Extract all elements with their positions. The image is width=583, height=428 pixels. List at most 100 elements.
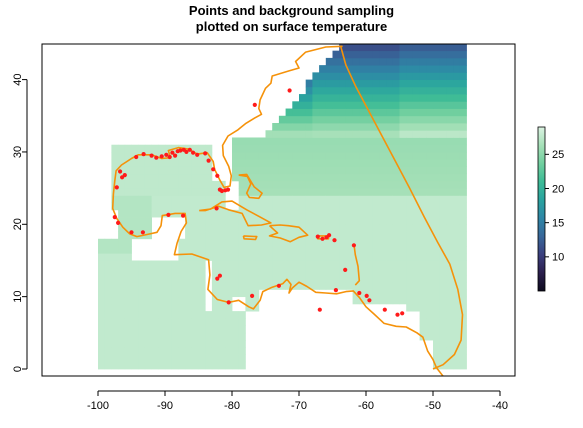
raster-cell [278, 231, 286, 240]
sample-point [203, 151, 208, 156]
raster-cell [352, 282, 360, 290]
raster-cell [232, 246, 240, 254]
raster-cell [426, 311, 434, 319]
raster-cell [339, 180, 347, 189]
raster-cell [171, 188, 179, 196]
raster-cell [131, 260, 139, 269]
raster-cell [412, 238, 420, 247]
sample-point [395, 312, 400, 317]
raster-cell [392, 44, 400, 52]
raster-cell [366, 151, 374, 160]
raster-cell [352, 267, 360, 276]
raster-cell [359, 166, 367, 175]
raster-cell [245, 238, 253, 247]
raster-cell [406, 101, 414, 109]
raster-cell [325, 195, 333, 203]
raster-cell [325, 173, 333, 182]
raster-cell [446, 151, 454, 160]
raster-cell [426, 173, 434, 182]
raster-cell [124, 289, 132, 298]
raster-cell [359, 50, 367, 59]
raster-cell [453, 72, 461, 81]
raster-cell [151, 347, 159, 355]
sample-point [149, 153, 154, 158]
raster-cell [245, 188, 253, 196]
raster-cell [332, 274, 340, 283]
raster-cell [345, 195, 353, 203]
raster-cell [185, 224, 193, 232]
raster-cell [392, 188, 400, 196]
raster-cell [111, 253, 119, 261]
raster-cell [406, 144, 414, 153]
raster-cell [312, 195, 320, 203]
raster-cell [292, 180, 300, 189]
raster-cell [185, 260, 193, 269]
raster-cell [426, 238, 434, 247]
raster-cell [124, 361, 132, 370]
raster-cell [111, 303, 119, 312]
raster-cell [118, 289, 126, 298]
raster-cell [379, 180, 387, 189]
raster-cell [366, 195, 374, 203]
raster-cell [439, 130, 447, 138]
raster-cell [245, 202, 253, 211]
raster-cell [319, 130, 327, 138]
raster-cell [332, 282, 340, 290]
raster-cell [158, 289, 166, 298]
raster-cell [453, 86, 461, 95]
raster-cell [439, 79, 447, 88]
raster-cell [339, 159, 347, 167]
raster-cell [178, 296, 186, 305]
raster-cell [459, 303, 467, 312]
raster-cell [406, 195, 414, 203]
raster-cell [372, 188, 380, 196]
raster-cell [178, 318, 186, 326]
sample-point [191, 150, 196, 155]
raster-cell [392, 209, 400, 218]
raster-cell [319, 224, 327, 232]
raster-cell [144, 217, 152, 225]
sample-point [134, 154, 139, 160]
raster-cell [359, 217, 367, 225]
raster-cell [258, 282, 266, 290]
raster-cell [399, 289, 407, 298]
raster-cell [232, 340, 240, 348]
raster-cell [345, 224, 353, 232]
raster-cell [292, 101, 300, 109]
raster-cell [171, 260, 179, 269]
raster-cell [386, 166, 394, 175]
raster-cell [138, 159, 146, 167]
raster-cell [151, 332, 159, 341]
raster-cell [292, 209, 300, 218]
raster-cell [118, 144, 126, 153]
raster-cell [205, 224, 213, 232]
raster-cell [372, 65, 380, 73]
raster-cell [459, 224, 467, 232]
raster-cell [292, 123, 300, 131]
raster-cell [372, 209, 380, 218]
raster-cell [386, 217, 394, 225]
raster-cell [372, 86, 380, 95]
raster-cell [386, 296, 394, 305]
raster-cell [118, 267, 126, 276]
raster-cell [359, 202, 367, 211]
raster-cell [379, 79, 387, 88]
raster-cell [379, 289, 387, 298]
raster-cell [165, 361, 173, 370]
raster-cell [312, 101, 320, 109]
raster-cell [104, 289, 112, 298]
raster-cell [459, 72, 467, 81]
raster-cell [305, 253, 313, 261]
raster-cell [412, 166, 420, 175]
raster-cell [439, 137, 447, 146]
x-tick-label: -60 [358, 400, 374, 412]
raster-cell [185, 289, 193, 298]
raster-cell [312, 173, 320, 182]
raster-cell [379, 274, 387, 283]
raster-cell [252, 217, 260, 225]
raster-cell [446, 137, 454, 146]
raster-cell [285, 144, 293, 153]
raster-cell [191, 188, 199, 196]
raster-cell [345, 159, 353, 167]
